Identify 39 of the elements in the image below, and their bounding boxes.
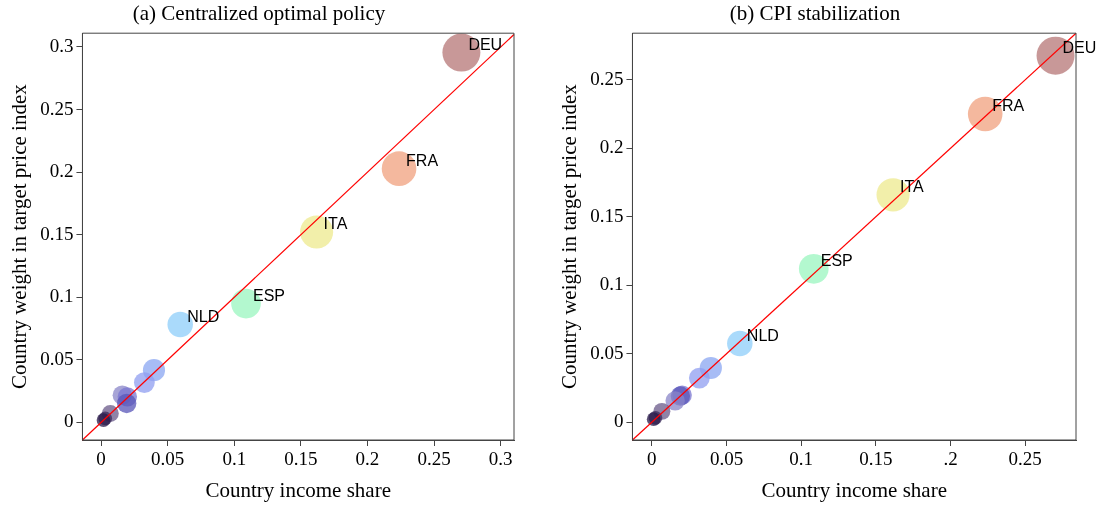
x-tick-label: 0.15 bbox=[859, 448, 893, 470]
y-axis-title: Country weight in target price index bbox=[557, 83, 582, 389]
y-tick-label: 0.25 bbox=[40, 97, 74, 119]
x-tick-label: 0.2 bbox=[355, 448, 380, 470]
annotation: DEU bbox=[1062, 39, 1097, 57]
annotation: ITA bbox=[323, 215, 348, 233]
x-tick-label: .2 bbox=[943, 448, 958, 470]
annotation: FRA bbox=[992, 97, 1025, 115]
y-tick-label: 0.2 bbox=[49, 160, 74, 182]
x-tick-label: 0.25 bbox=[417, 448, 451, 470]
y-tick-label: 0.1 bbox=[49, 285, 74, 307]
x-tick-label: 0.15 bbox=[284, 448, 318, 470]
y-tick-label: 0.05 bbox=[40, 347, 74, 369]
x-tick-label: 0.1 bbox=[789, 448, 814, 470]
chart-title: (a) Centralized optimal policy bbox=[132, 1, 386, 26]
x-tick-label: 0.05 bbox=[709, 448, 744, 470]
y-tick-label: 0.05 bbox=[590, 341, 624, 363]
y-tick-label: 0.3 bbox=[49, 34, 74, 56]
x-tick-label: 0.25 bbox=[1008, 448, 1042, 470]
y-tick-label: 0.25 bbox=[590, 67, 624, 89]
x-tick-label: 0.05 bbox=[151, 448, 185, 470]
y-tick-label: 0.15 bbox=[40, 222, 74, 244]
x-tick-label: 0.1 bbox=[222, 448, 247, 470]
y-tick-label: 0 bbox=[613, 410, 624, 432]
annotation: ESP bbox=[253, 286, 286, 304]
annotation: NLD bbox=[746, 326, 779, 344]
y-tick-label: 0.1 bbox=[599, 273, 624, 295]
x-tick-label: 0.3 bbox=[488, 448, 513, 470]
x-axis-title: Country income share bbox=[761, 477, 947, 502]
y-axis-title: Country weight in target price index bbox=[7, 83, 32, 389]
y-tick-label: 0 bbox=[63, 410, 74, 432]
chart-title: (b) CPI stabilization bbox=[729, 1, 901, 26]
annotation: FRA bbox=[406, 152, 439, 170]
x-tick-label: 0 bbox=[96, 448, 106, 470]
annotation: DEU bbox=[468, 36, 503, 54]
y-tick-label: 0.15 bbox=[590, 204, 624, 226]
x-axis-title: Country income share bbox=[205, 477, 391, 502]
x-tick-label: 0 bbox=[647, 448, 657, 470]
y-tick-label: 0.2 bbox=[599, 136, 624, 158]
